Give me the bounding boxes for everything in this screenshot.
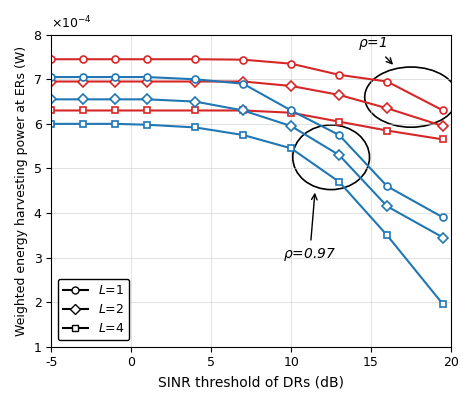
Text: $\rho$=1: $\rho$=1 (358, 35, 392, 64)
Y-axis label: Weighted energy harvesting power at ERs (W): Weighted energy harvesting power at ERs … (15, 46, 28, 336)
Legend: $L$=1, $L$=2, $L$=4: $L$=1, $L$=2, $L$=4 (57, 279, 129, 341)
Text: $\rho$=0.97: $\rho$=0.97 (283, 194, 337, 263)
X-axis label: SINR threshold of DRs (dB): SINR threshold of DRs (dB) (158, 375, 344, 389)
Text: $\times10^{-4}$: $\times10^{-4}$ (51, 15, 92, 32)
